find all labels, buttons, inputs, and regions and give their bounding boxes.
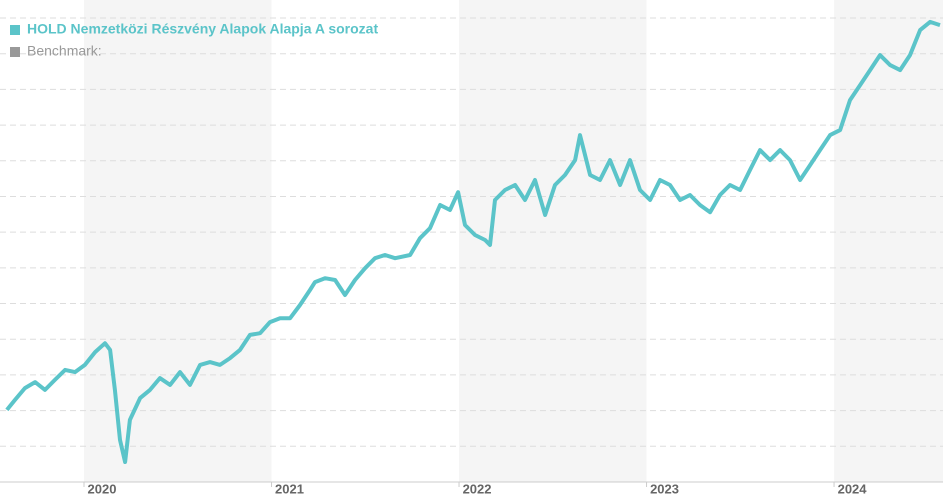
x-tick-label: 2024 [838,481,868,496]
year-band [834,0,943,482]
legend-swatch [10,25,20,35]
x-tick-label: 2021 [275,481,304,496]
x-tick-label: 2023 [650,481,679,496]
legend-label: Benchmark: [27,43,102,59]
x-tick-label: 2022 [463,481,492,496]
series-line [5,19,941,464]
legend-label: HOLD Nemzetközi Részvény Alapok Alapja A… [27,21,378,37]
year-band [84,0,272,482]
legend-swatch [10,47,20,57]
x-tick-label: 2020 [88,481,117,496]
